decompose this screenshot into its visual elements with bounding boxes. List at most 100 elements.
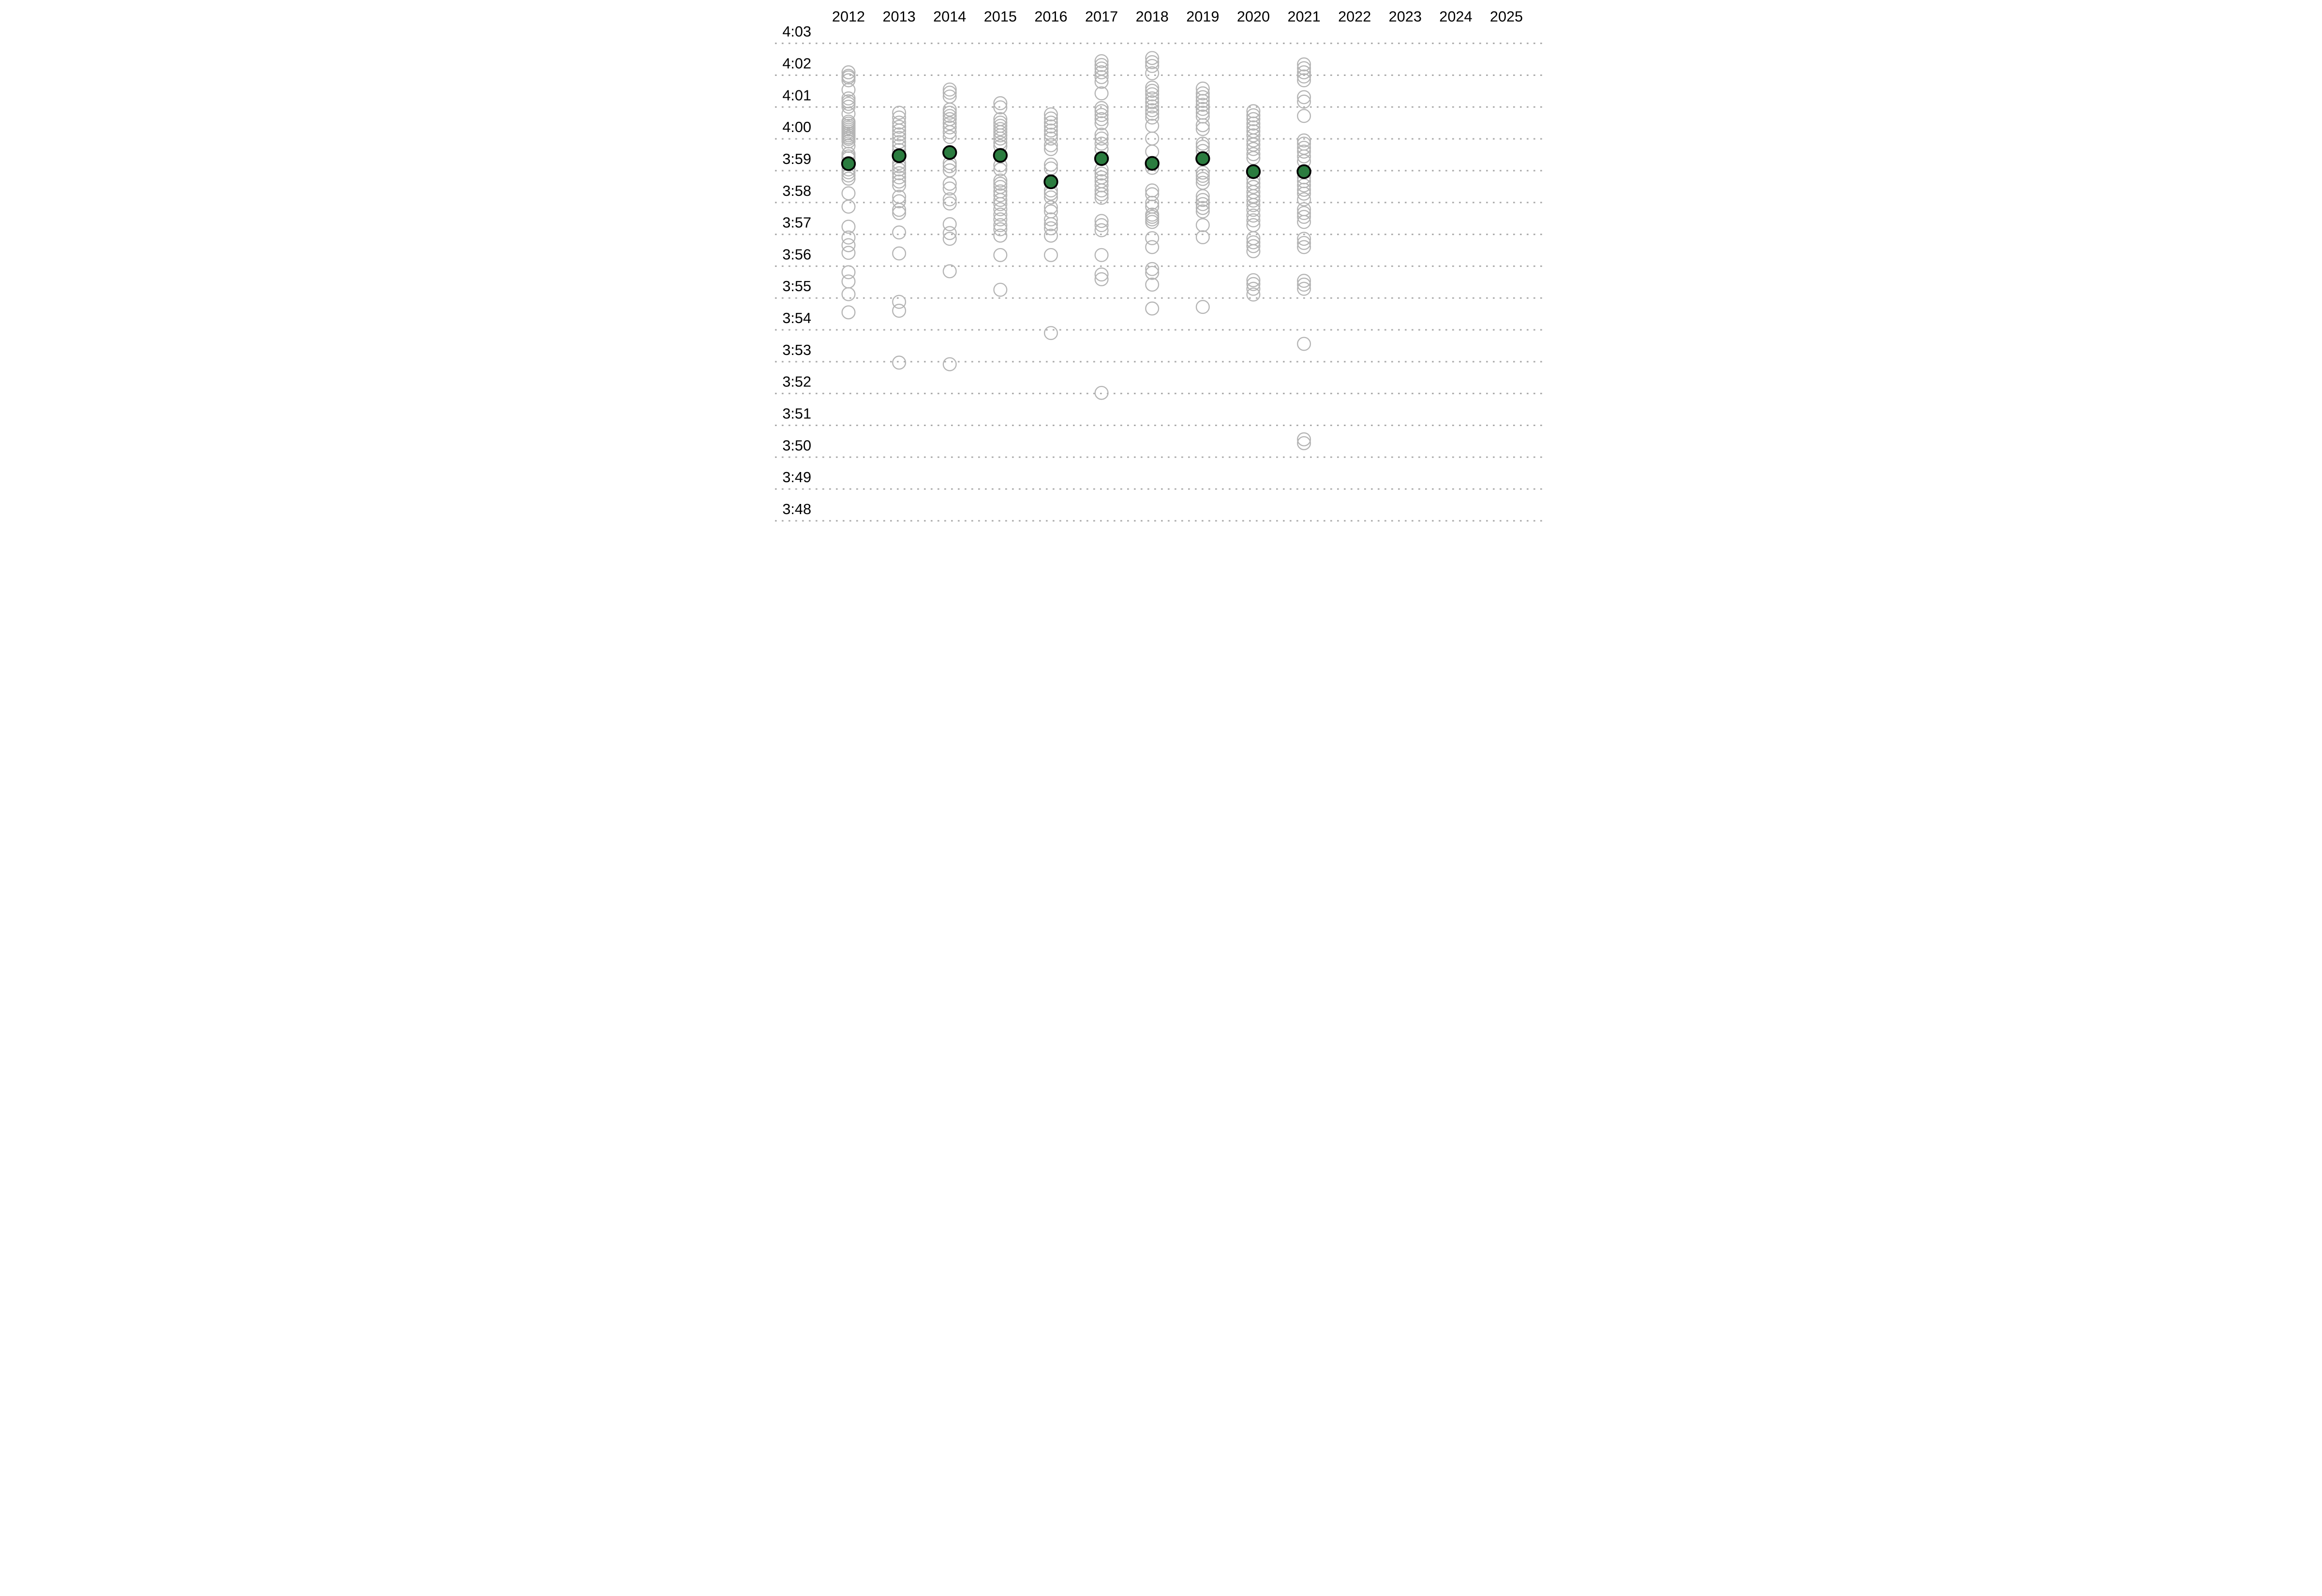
result-point bbox=[1297, 274, 1311, 288]
median-point bbox=[1043, 174, 1058, 190]
y-axis-time-label: 3:49 bbox=[782, 469, 811, 486]
result-point bbox=[1145, 118, 1160, 133]
result-point bbox=[1246, 273, 1261, 287]
result-point bbox=[1246, 203, 1261, 217]
result-point bbox=[841, 91, 856, 106]
result-point bbox=[1094, 136, 1109, 151]
result-point bbox=[841, 287, 856, 301]
y-axis-time-label: 3:52 bbox=[782, 374, 811, 390]
result-point bbox=[1145, 95, 1160, 109]
result-point bbox=[993, 202, 1008, 217]
result-point bbox=[1094, 104, 1109, 118]
result-point bbox=[1094, 58, 1109, 72]
result-point bbox=[1145, 103, 1160, 118]
result-point bbox=[841, 186, 856, 201]
result-point bbox=[892, 178, 907, 192]
y-axis-time-label: 3:59 bbox=[782, 151, 811, 167]
result-point bbox=[1297, 69, 1311, 84]
result-point bbox=[1145, 59, 1160, 73]
median-point bbox=[1246, 164, 1261, 179]
result-point bbox=[1246, 117, 1261, 131]
result-point bbox=[1043, 190, 1058, 205]
y-axis-time-label: 4:03 bbox=[782, 24, 811, 40]
result-point bbox=[1094, 101, 1109, 115]
result-point bbox=[1246, 189, 1261, 204]
y-axis-time-label: 3:57 bbox=[782, 215, 811, 231]
result-point bbox=[1043, 116, 1058, 130]
result-point bbox=[1043, 111, 1058, 126]
result-point bbox=[892, 174, 907, 189]
result-point bbox=[1145, 106, 1160, 121]
result-point bbox=[1043, 123, 1058, 138]
result-point bbox=[1195, 118, 1210, 133]
result-point bbox=[942, 86, 957, 100]
result-point bbox=[1043, 200, 1058, 215]
result-point bbox=[1195, 218, 1210, 232]
result-point bbox=[942, 120, 957, 134]
result-point bbox=[1094, 86, 1109, 101]
result-point bbox=[1297, 61, 1311, 75]
result-point bbox=[942, 105, 957, 120]
result-point bbox=[942, 357, 957, 371]
result-point bbox=[1246, 198, 1261, 212]
result-point bbox=[1094, 131, 1109, 146]
y-axis-time-label: 3:54 bbox=[782, 310, 811, 326]
result-point bbox=[1145, 66, 1160, 81]
result-point bbox=[1094, 248, 1109, 262]
result-point bbox=[892, 127, 907, 142]
result-point bbox=[1043, 142, 1058, 156]
result-point bbox=[1195, 86, 1210, 101]
y-axis-time-label: 4:00 bbox=[782, 119, 811, 135]
median-point bbox=[1195, 151, 1210, 166]
result-point bbox=[1094, 272, 1109, 286]
result-point bbox=[1297, 149, 1311, 163]
result-point bbox=[942, 125, 957, 139]
result-point bbox=[1246, 213, 1261, 228]
result-point bbox=[1145, 262, 1160, 276]
result-point bbox=[1297, 182, 1311, 197]
result-point bbox=[1195, 204, 1210, 219]
result-point bbox=[841, 230, 856, 245]
result-point bbox=[1246, 179, 1261, 194]
result-point bbox=[1246, 108, 1261, 122]
result-point bbox=[1195, 168, 1210, 183]
result-point bbox=[1043, 221, 1058, 236]
result-point bbox=[1195, 300, 1210, 314]
result-point bbox=[1195, 189, 1210, 204]
result-point bbox=[942, 226, 957, 240]
result-point bbox=[1043, 228, 1058, 243]
result-point bbox=[841, 106, 856, 121]
result-point bbox=[993, 131, 1008, 146]
result-point bbox=[1145, 266, 1160, 280]
y-axis-time-label: 3:55 bbox=[782, 278, 811, 295]
x-axis-year-label: 2014 bbox=[933, 8, 966, 25]
result-point bbox=[1297, 192, 1311, 207]
result-point bbox=[1246, 287, 1261, 302]
result-point bbox=[892, 246, 907, 261]
mile-times-chart: 4:03 4:02 4:01 4:00 3:59 3:58 3:57 3:56 3:55 3:54… bbox=[774, 0, 1548, 532]
median-point bbox=[1094, 151, 1109, 166]
result-point bbox=[1094, 65, 1109, 80]
result-point bbox=[1145, 91, 1160, 106]
result-point bbox=[1297, 73, 1311, 88]
result-point bbox=[1094, 74, 1109, 89]
result-point bbox=[1297, 90, 1311, 104]
result-point bbox=[1297, 236, 1311, 250]
result-point bbox=[942, 103, 957, 117]
result-point bbox=[993, 218, 1008, 232]
median-point bbox=[993, 148, 1008, 163]
result-point bbox=[993, 228, 1008, 243]
result-point bbox=[892, 295, 907, 309]
result-point bbox=[1297, 337, 1311, 351]
result-point bbox=[1297, 209, 1311, 224]
result-point bbox=[1094, 218, 1109, 232]
result-point bbox=[993, 96, 1008, 110]
result-point bbox=[1094, 187, 1109, 202]
result-point bbox=[1094, 166, 1109, 181]
result-point bbox=[841, 265, 856, 280]
result-point bbox=[1094, 54, 1109, 69]
result-point bbox=[1043, 128, 1058, 142]
result-point bbox=[1297, 109, 1311, 123]
result-point bbox=[841, 65, 856, 80]
y-axis-time-label: 3:48 bbox=[782, 501, 811, 517]
